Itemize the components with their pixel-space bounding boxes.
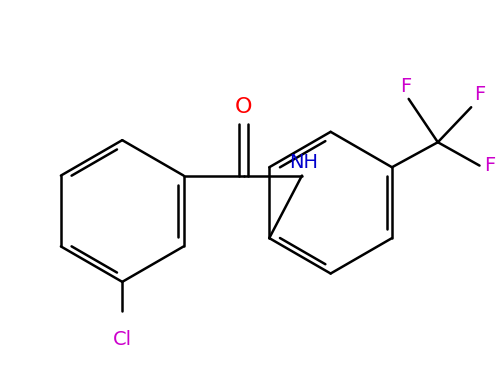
Text: F: F xyxy=(485,156,496,175)
Text: NH: NH xyxy=(289,153,318,172)
Text: F: F xyxy=(400,77,411,96)
Text: F: F xyxy=(475,85,486,104)
Text: O: O xyxy=(235,97,252,117)
Text: Cl: Cl xyxy=(113,330,132,349)
